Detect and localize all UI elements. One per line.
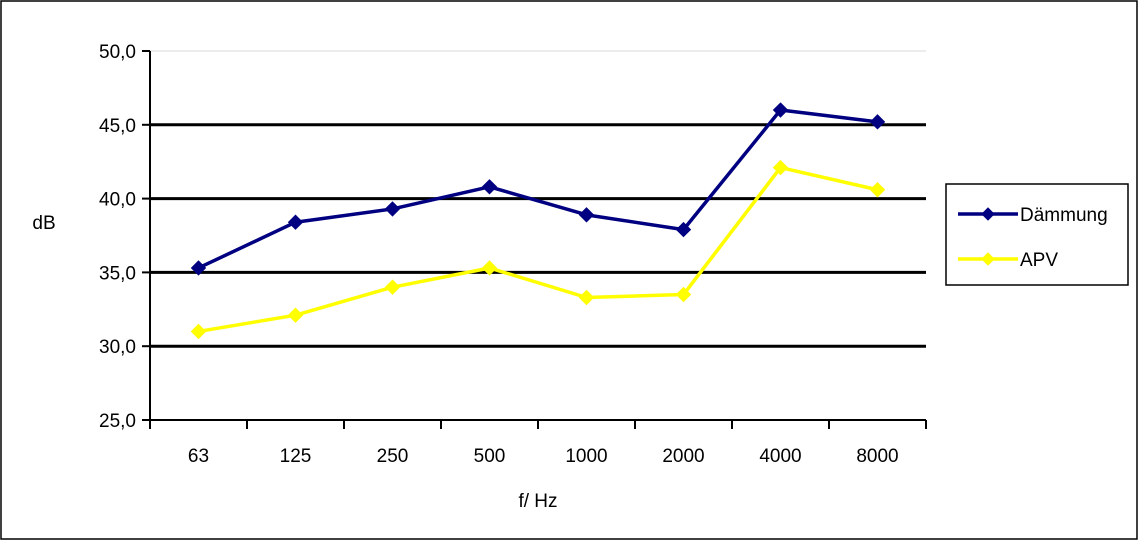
x-tick-label: 250	[377, 446, 409, 467]
data-point	[481, 179, 498, 195]
x-tick-label: 4000	[759, 446, 801, 467]
data-point	[384, 279, 401, 295]
data-point	[675, 221, 692, 238]
x-tick-label: 2000	[662, 446, 704, 467]
series-lines	[190, 102, 886, 340]
legend: Dämmung APV	[945, 183, 1129, 286]
data-point	[190, 260, 207, 276]
data-point	[772, 159, 789, 176]
x-axis-label: f/ Hz	[518, 491, 557, 512]
axes: 25,0 30,0 35,0 40,0 45,0 50,0 63 125 250 500 1000 2…	[99, 42, 927, 467]
series-line-daemmung	[197, 108, 878, 270]
legend-label: Dämmung	[1020, 205, 1108, 226]
series-line-apv	[198, 165, 878, 334]
legend-box	[945, 183, 1129, 286]
data-point	[578, 207, 595, 223]
data-point	[384, 201, 401, 217]
legend-swatch-marker	[981, 207, 995, 221]
y-axis-label: dB	[32, 213, 55, 234]
y-tick-label: 40,0	[99, 190, 136, 211]
data-point	[772, 102, 789, 118]
legend-swatch-marker	[981, 252, 995, 266]
data-point	[287, 214, 304, 230]
data-point	[287, 307, 304, 323]
data-point	[578, 289, 595, 306]
x-tick-label: 8000	[856, 446, 898, 467]
y-tick-label: 35,0	[99, 263, 136, 284]
data-point	[481, 260, 498, 276]
y-tick-label: 45,0	[99, 116, 136, 137]
legend-label: APV	[1020, 250, 1058, 271]
data-point	[869, 182, 886, 198]
x-tick-label: 125	[280, 446, 312, 467]
x-tick-label: 1000	[565, 446, 607, 467]
y-tick-label: 25,0	[99, 411, 136, 432]
data-point	[675, 286, 692, 303]
x-tick-label: 63	[188, 446, 209, 467]
gridlines	[150, 50, 926, 348]
data-point	[190, 323, 207, 340]
data-point	[869, 114, 886, 130]
y-tick-label: 50,0	[99, 42, 136, 63]
x-tick-label: 500	[474, 446, 506, 467]
y-tick-label: 30,0	[99, 337, 136, 358]
